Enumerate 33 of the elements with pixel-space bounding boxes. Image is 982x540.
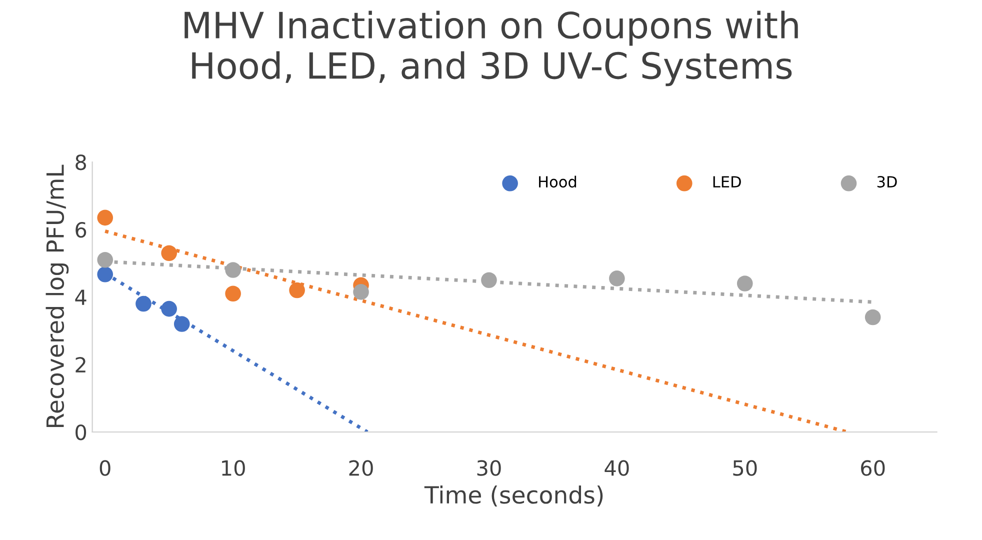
y-axis-title: Recovered log PFU/mL: [46, 164, 69, 428]
x-tick-label: 20: [349, 460, 373, 476]
chart-title: MHV Inactivation on Coupons with Hood, LED, and 3D UV-C Systems: [184, 10, 798, 86]
point: [736, 276, 753, 292]
legend-label: Hood: [539, 176, 576, 188]
point: [864, 309, 881, 326]
point: [136, 296, 152, 312]
point: [289, 282, 305, 298]
legend-label: 3D: [877, 176, 897, 188]
point: [161, 245, 177, 262]
x-tick-label: 50: [733, 460, 757, 476]
y-tick-label: 2: [76, 356, 86, 372]
x-tick-label: 10: [222, 460, 245, 476]
point: [225, 286, 241, 302]
y-tick-label: 0: [76, 424, 86, 440]
point: [481, 272, 497, 288]
point: [225, 262, 241, 278]
point: [161, 300, 177, 317]
y-tick-label: 4: [75, 290, 86, 305]
y-tick-label: 6: [76, 222, 86, 238]
y-tick-label: 8: [76, 154, 86, 170]
point: [174, 316, 190, 332]
point: [353, 284, 369, 300]
x-tick-label: 60: [861, 460, 885, 476]
x-tick-label: 30: [477, 460, 501, 476]
x-axis-title: Time (seconds): [424, 485, 603, 507]
x-tick-label: 40: [604, 460, 629, 476]
point: [97, 252, 114, 268]
point: [97, 266, 114, 282]
point: [97, 210, 114, 226]
x-tick-label: 0: [100, 460, 110, 476]
legend-label: LED: [713, 176, 741, 188]
point: [609, 270, 625, 286]
